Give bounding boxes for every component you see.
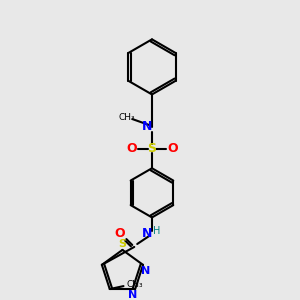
Text: O: O [167, 142, 178, 155]
Text: CH₃: CH₃ [127, 280, 144, 289]
Text: O: O [114, 227, 125, 240]
Text: O: O [126, 142, 136, 155]
Text: N: N [142, 227, 152, 240]
Text: S: S [118, 239, 127, 249]
Text: CH₃: CH₃ [118, 112, 135, 122]
Text: N: N [141, 266, 151, 276]
Text: N: N [142, 120, 152, 134]
Text: H: H [153, 226, 161, 236]
Text: S: S [148, 142, 157, 155]
Text: N: N [128, 290, 137, 300]
